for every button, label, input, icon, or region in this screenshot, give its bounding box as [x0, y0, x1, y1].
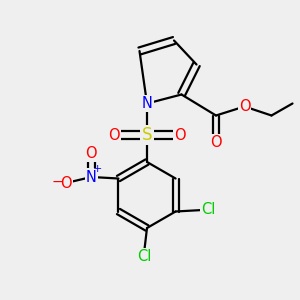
Text: N: N [142, 96, 152, 111]
Text: O: O [239, 99, 250, 114]
Text: O: O [108, 128, 120, 142]
Text: Cl: Cl [137, 249, 151, 264]
Text: S: S [142, 126, 152, 144]
Text: +: + [93, 164, 102, 175]
Text: N: N [86, 169, 97, 184]
Text: Cl: Cl [201, 202, 215, 217]
Text: O: O [85, 146, 97, 160]
Text: O: O [174, 128, 186, 142]
Text: −: − [52, 175, 63, 188]
Text: O: O [210, 135, 222, 150]
Text: O: O [60, 176, 72, 190]
